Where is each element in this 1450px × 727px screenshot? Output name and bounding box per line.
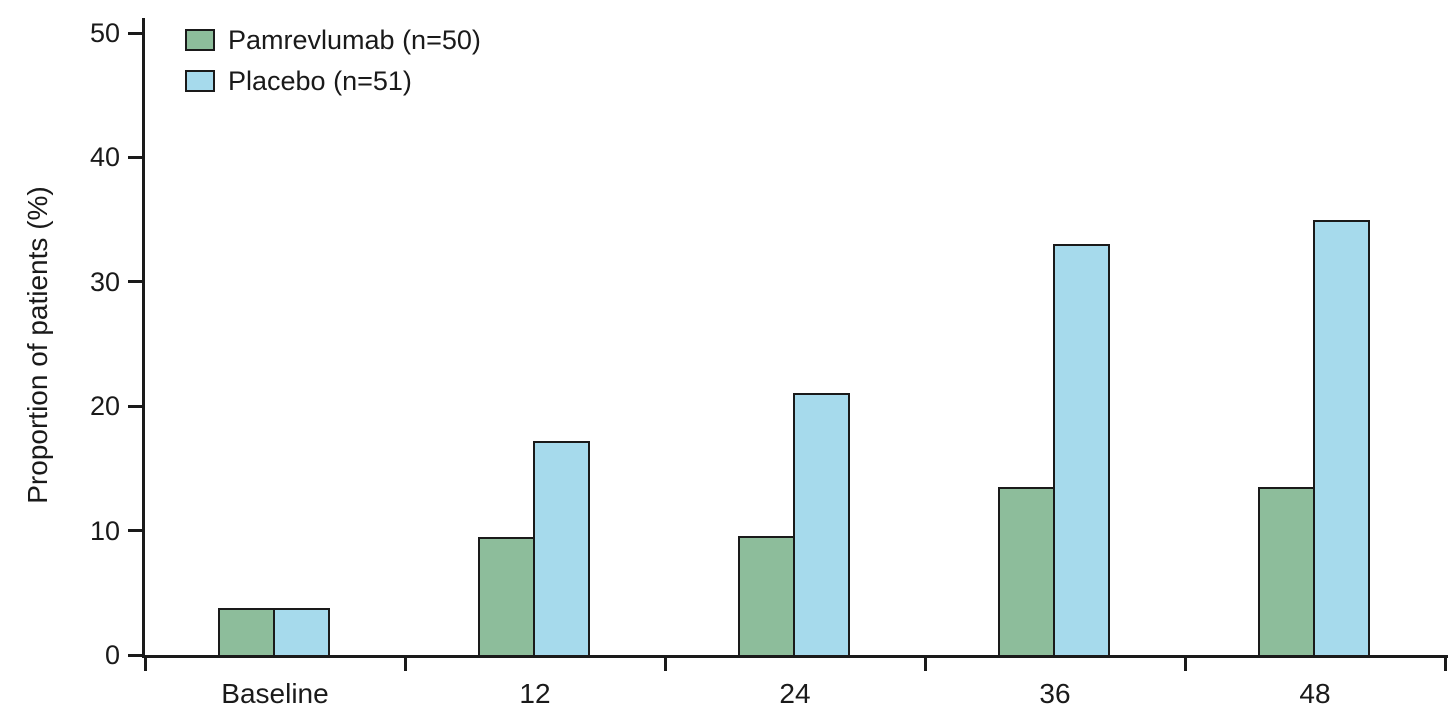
y-tick-label-30: 30: [89, 266, 120, 297]
bar-pamrevlumab-36: [998, 487, 1055, 655]
legend-item-pamrevlumab: Pamrevlumab (n=50): [185, 26, 481, 54]
y-tick-20: [128, 404, 142, 408]
legend-label-placebo: Placebo (n=51): [228, 66, 412, 96]
bar-pamrevlumab-48: [1258, 487, 1315, 655]
y-tick-label-40: 40: [89, 142, 120, 173]
bar-placebo-baseline: [273, 607, 330, 655]
y-tick-label-50: 50: [89, 18, 120, 48]
bar-pamrevlumab-24: [738, 535, 795, 655]
x-category-label-48: 48: [1299, 678, 1331, 709]
legend: Pamrevlumab (n=50) Placebo (n=51): [185, 26, 481, 95]
x-category-label-36: 36: [1039, 678, 1071, 709]
x-tick-2: [663, 658, 667, 671]
legend-swatch-placebo: [185, 70, 215, 92]
x-category-label-baseline: Baseline: [221, 678, 329, 709]
y-tick-0: [128, 653, 142, 657]
x-tick-1: [403, 658, 407, 671]
y-tick-10: [128, 529, 142, 533]
x-category-label-12: 12: [519, 678, 551, 709]
bar-placebo-24: [793, 392, 850, 655]
x-category-label-24: 24: [779, 678, 811, 709]
bar-placebo-12: [533, 441, 590, 655]
y-tick-40: [128, 155, 142, 159]
bar-placebo-48: [1313, 219, 1370, 655]
legend-label-pamrevlumab: Pamrevlumab (n=50): [228, 25, 481, 55]
x-tick-4: [1183, 658, 1187, 671]
x-axis: [142, 655, 1448, 658]
y-axis: [142, 18, 145, 658]
x-tick-0: [143, 658, 147, 671]
bar-pamrevlumab-baseline: [218, 607, 275, 655]
x-tick-5: [1443, 658, 1447, 671]
bar-pamrevlumab-12: [478, 536, 535, 655]
legend-swatch-pamrevlumab: [185, 29, 215, 51]
legend-item-placebo: Placebo (n=51): [185, 67, 481, 95]
x-tick-3: [923, 658, 927, 671]
y-axis-title: Proportion of patients (%): [22, 186, 53, 504]
y-tick-50: [128, 31, 142, 35]
y-tick-label-10: 10: [89, 515, 120, 546]
y-tick-label-0: 0: [104, 640, 120, 670]
y-tick-label-20: 20: [89, 391, 120, 422]
y-tick-30: [128, 280, 142, 284]
bar-placebo-36: [1053, 244, 1110, 655]
